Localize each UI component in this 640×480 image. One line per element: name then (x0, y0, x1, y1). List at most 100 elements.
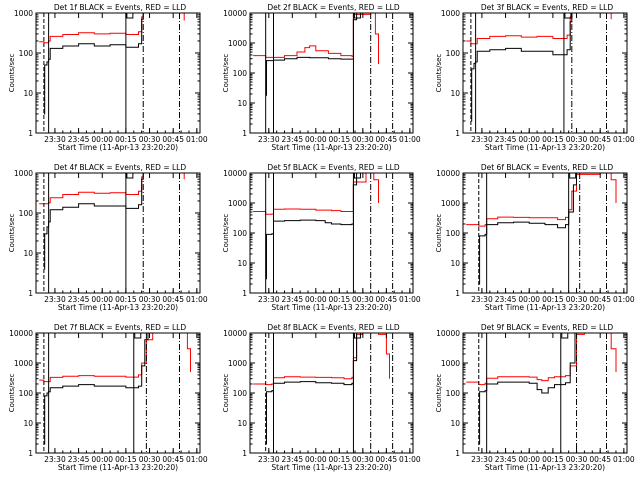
chart-9-y-axis-label: Counts/sec (435, 374, 443, 413)
chart-2-y-tick-label: 100 (233, 69, 248, 78)
chart-5-y-tick-label: 10 (237, 259, 247, 268)
chart-5-y-tick-label: 100 (233, 229, 248, 238)
chart-1-x-tick-label: 00:30 (139, 135, 161, 144)
chart-1-y-tick-label: 100 (19, 49, 34, 58)
chart-9-title: Det 9f BLACK = Events, RED = LLD (481, 323, 614, 332)
chart-9-y-tick-label: 1 (455, 449, 460, 458)
chart-3-y-tick-label: 1 (455, 129, 460, 138)
chart-1-x-tick-label: 01:00 (186, 135, 208, 144)
chart-3-x-tick-label: 00:00 (518, 135, 540, 144)
chart-5-x-tick-label: 00:30 (352, 295, 374, 304)
chart-6-x-tick-label: 00:15 (542, 295, 564, 304)
chart-4-y-tick-label: 1000 (14, 169, 33, 178)
chart-6-x-axis-label: Start Time (11-Apr-13 23:20:20) (485, 303, 605, 312)
chart-4-title: Det 4f BLACK = Events, RED = LLD (54, 163, 187, 172)
chart-8-title: Det 8f BLACK = Events, RED = LLD (267, 323, 400, 332)
chart-8-y-tick-label: 100 (233, 389, 248, 398)
chart-7-series-lld-line (39, 333, 191, 383)
chart-1-y-tick-label: 1 (28, 129, 33, 138)
chart-9-y-tick-label: 10 (450, 419, 460, 428)
chart-1-x-tick-label: 23:30 (44, 135, 66, 144)
chart-4-x-axis-label: Start Time (11-Apr-13 23:20:20) (58, 303, 178, 312)
chart-2-x-tick-label: 00:00 (305, 135, 327, 144)
chart-3-panel: 1 10 100 1000 23:30 23:45 00:00 00:15 00:30 00:45… (435, 3, 635, 152)
chart-7-x-tick-label: 23:45 (68, 455, 90, 464)
chart-8-x-axis-label: Start Time (11-Apr-13 23:20:20) (271, 463, 391, 472)
chart-6-x-tick-label: 00:30 (566, 295, 588, 304)
chart-7-x-tick-label: 23:30 (44, 455, 66, 464)
chart-7-panel: 1 10 100 1000 10000 23:30 23:45 00:00 00:15 00:30… (8, 323, 208, 472)
chart-6-x-tick-label: 23:30 (471, 295, 493, 304)
chart-4-x-tick-label: 00:30 (139, 295, 161, 304)
chart-6-x-tick-label: 00:45 (589, 295, 611, 304)
chart-5-x-tick-label: 23:30 (258, 295, 280, 304)
chart-2-y-tick-label: 10 (237, 99, 247, 108)
chart-5-x-axis-label: Start Time (11-Apr-13 23:20:20) (271, 303, 391, 312)
chart-1-x-tick-label: 00:15 (115, 135, 137, 144)
chart-2-y-tick-label: 1000 (228, 39, 247, 48)
chart-3-x-tick-label: 23:45 (495, 135, 517, 144)
chart-5-x-tick-label: 23:45 (282, 295, 304, 304)
chart-4-y-tick-label: 1 (28, 289, 33, 298)
chart-9-x-tick-label: 00:30 (566, 455, 588, 464)
chart-4-series-events-line (43, 173, 144, 270)
chart-3-y-tick-label: 10 (450, 89, 460, 98)
chart-1-panel: 1 10 100 1000 23:30 23:45 00:00 00:15 00:30 00:45… (8, 3, 208, 152)
chart-9-x-axis-label: Start Time (11-Apr-13 23:20:20) (485, 463, 605, 472)
chart-2-x-tick-label: 23:30 (258, 135, 280, 144)
chart-1-x-tick-label: 23:45 (68, 135, 90, 144)
chart-8-x-tick-label: 23:45 (282, 455, 304, 464)
chart-5-y-tick-label: 1 (242, 289, 247, 298)
chart-2-panel: 1 10 100 1000 10000 23:30 23:45 00:00 00:15 00:30… (222, 3, 421, 152)
chart-8-x-tick-label: 00:45 (376, 455, 398, 464)
chart-8-y-tick-label: 10 (237, 419, 247, 428)
chart-2-x-tick-label: 01:00 (399, 135, 421, 144)
chart-5-x-tick-label: 00:15 (329, 295, 351, 304)
chart-7-y-axis-label: Counts/sec (8, 374, 16, 413)
chart-5-y-axis-label: Counts/sec (222, 214, 230, 253)
chart-8-x-tick-label: 00:00 (305, 455, 327, 464)
chart-2-y-tick-label: 10000 (223, 9, 247, 18)
chart-1-y-tick-label: 10 (23, 89, 33, 98)
chart-4-x-tick-label: 00:00 (91, 295, 113, 304)
chart-9-y-tick-label: 10000 (436, 329, 460, 338)
chart-1-y-tick-label: 1000 (14, 9, 33, 18)
chart-4-x-tick-label: 23:30 (44, 295, 66, 304)
chart-6-y-tick-label: 10 (450, 259, 460, 268)
chart-7-x-tick-label: 00:45 (162, 455, 184, 464)
chart-1-y-axis-label: Counts/sec (8, 54, 16, 93)
chart-2-y-tick-label: 1 (242, 129, 247, 138)
chart-3-y-axis-label: Counts/sec (435, 54, 443, 93)
chart-3-x-tick-label: 00:15 (542, 135, 564, 144)
chart-3-x-tick-label: 01:00 (613, 135, 635, 144)
chart-9-y-tick-label: 100 (446, 389, 461, 398)
chart-9-panel: 1 10 100 1000 10000 23:30 23:45 00:00 00:15 00:30… (435, 323, 635, 472)
chart-8-y-axis-label: Counts/sec (222, 374, 230, 413)
chart-7-x-tick-label: 01:00 (186, 455, 208, 464)
chart-2-x-axis-label: Start Time (11-Apr-13 23:20:20) (271, 143, 391, 152)
chart-4-y-tick-label: 10 (23, 249, 33, 258)
chart-5-y-tick-label: 1000 (228, 199, 247, 208)
chart-8-x-tick-label: 00:30 (352, 455, 374, 464)
chart-4-x-tick-label: 01:00 (186, 295, 208, 304)
chart-9-y-tick-label: 1000 (441, 359, 460, 368)
chart-3-x-tick-label: 00:45 (589, 135, 611, 144)
chart-7-series-events-line (43, 333, 149, 445)
chart-6-title: Det 6f BLACK = Events, RED = LLD (481, 163, 614, 172)
chart-1-series-events-line (43, 13, 144, 115)
chart-7-x-tick-label: 00:00 (91, 455, 113, 464)
chart-6-y-tick-label: 100 (446, 229, 461, 238)
chart-5-panel: 1 10 100 1000 10000 23:30 23:45 00:00 00:15 00:30… (222, 163, 421, 312)
chart-9-x-tick-label: 23:30 (471, 455, 493, 464)
chart-1-x-axis-label: Start Time (11-Apr-13 23:20:20) (58, 143, 178, 152)
chart-9-series-events-line (478, 333, 576, 445)
chart-7-title: Det 7f BLACK = Events, RED = LLD (54, 323, 187, 332)
chart-8-panel: 1 10 100 1000 10000 23:30 23:45 00:00 00:15 00:30… (222, 323, 421, 472)
chart-7-y-tick-label: 1000 (14, 359, 33, 368)
chart-2-x-tick-label: 23:45 (282, 135, 304, 144)
chart-5-y-tick-label: 10000 (223, 169, 247, 178)
chart-8-x-tick-label: 01:00 (399, 455, 421, 464)
chart-2-x-tick-label: 00:45 (376, 135, 398, 144)
